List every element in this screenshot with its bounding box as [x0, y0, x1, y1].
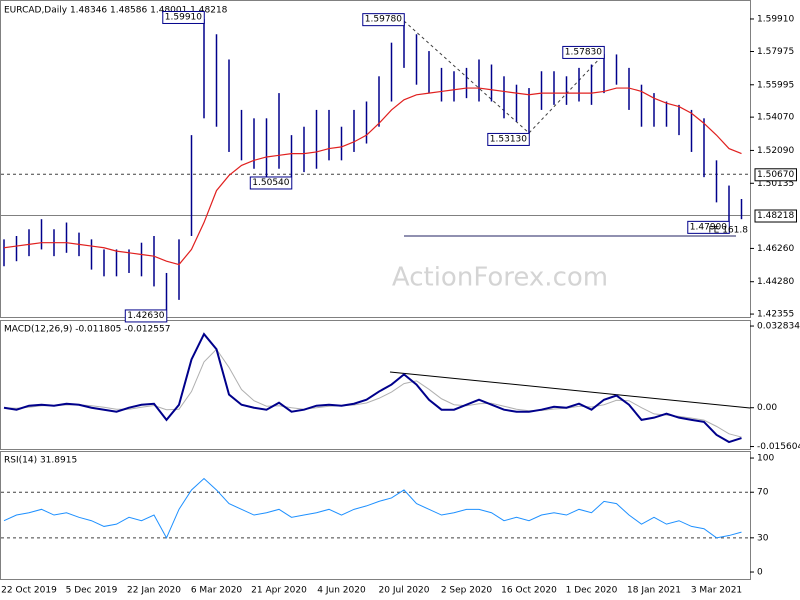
- x-tick-label: 22 Jan 2020: [127, 586, 181, 596]
- watermark: ActionForex.com: [392, 263, 608, 293]
- macd-trendline: [389, 371, 751, 409]
- annotation-label: 1.50540: [252, 178, 289, 188]
- level-label-box: [754, 209, 797, 223]
- x-tick-label: 2 Sep 2020: [441, 586, 493, 596]
- y-tick-label: -0.015604: [757, 442, 800, 452]
- x-tick-label: 22 Oct 2019: [1, 586, 57, 596]
- annotation-label-box: [487, 132, 530, 146]
- annotation-label-box: [249, 176, 293, 190]
- y-tick-label: 30: [757, 533, 769, 543]
- annotation-label-box: [687, 220, 730, 234]
- series-line: [3, 477, 742, 539]
- fe-label: FE 161.8: [709, 225, 749, 235]
- y-tick-label: 1.54070: [757, 113, 794, 123]
- macd-panel: [0, 320, 751, 450]
- x-tick-label: 5 Dec 2019: [66, 586, 118, 596]
- y-tick-label: 0: [757, 568, 763, 578]
- level-label-box: [754, 168, 797, 182]
- annotation-label-box: [362, 13, 405, 27]
- y-tick-label: 0.032834: [757, 322, 800, 332]
- annotation-label-box: [562, 45, 605, 59]
- macd-header: MACD(12,26,9) -0.011805 -0.012557: [4, 325, 170, 335]
- x-tick-label: 1 Dec 2020: [566, 586, 618, 596]
- x-tick-label: 16 Oct 2020: [501, 586, 557, 596]
- series-line: [3, 332, 742, 444]
- price-panel: [0, 0, 751, 318]
- annotation-label: 1.59780: [365, 15, 402, 25]
- level-label: 1.50670: [757, 170, 794, 180]
- y-tick-label: 1.42355: [757, 310, 794, 320]
- x-tick-label: 4 Jun 2020: [317, 586, 366, 596]
- rsi-panel: [0, 451, 751, 580]
- price-header: EURCAD,Daily 1.48346 1.48586 1.48001 1.4…: [4, 6, 228, 16]
- x-tick-label: 20 Jul 2020: [379, 586, 430, 596]
- y-tick-label: 1.44280: [757, 277, 794, 287]
- annotation-label: 1.47900: [690, 222, 727, 232]
- x-tick-label: 18 Jan 2021: [627, 586, 681, 596]
- annotation-label: 1.53130: [490, 134, 527, 144]
- x-tick-label: 3 Mar 2021: [691, 586, 742, 596]
- y-tick-label: 1.46260: [757, 244, 794, 254]
- annotation-label: 1.59910: [165, 12, 202, 22]
- moving-average: [3, 87, 742, 266]
- annotation-label: 1.42630: [127, 311, 164, 321]
- y-tick-label: 70: [757, 488, 769, 498]
- y-tick-label: 100: [757, 454, 774, 464]
- annotation-label: 1.57830: [565, 47, 602, 57]
- level-label: 1.48218: [757, 211, 794, 221]
- rsi-header: RSI(14) 31.8915: [4, 456, 77, 466]
- y-tick-label: 1.50135: [757, 179, 794, 189]
- x-tick-label: 6 Mar 2020: [191, 586, 243, 596]
- annotation-label-box: [124, 309, 168, 323]
- y-tick-label: 1.57975: [757, 47, 794, 57]
- y-tick-label: 1.52090: [757, 146, 794, 156]
- y-tick-label: 1.55995: [757, 80, 794, 90]
- x-tick-label: 21 Apr 2020: [251, 586, 307, 596]
- annotation-label-box: [162, 10, 205, 24]
- y-tick-label: 0.00: [757, 403, 777, 413]
- y-tick-label: 1.59910: [757, 14, 794, 24]
